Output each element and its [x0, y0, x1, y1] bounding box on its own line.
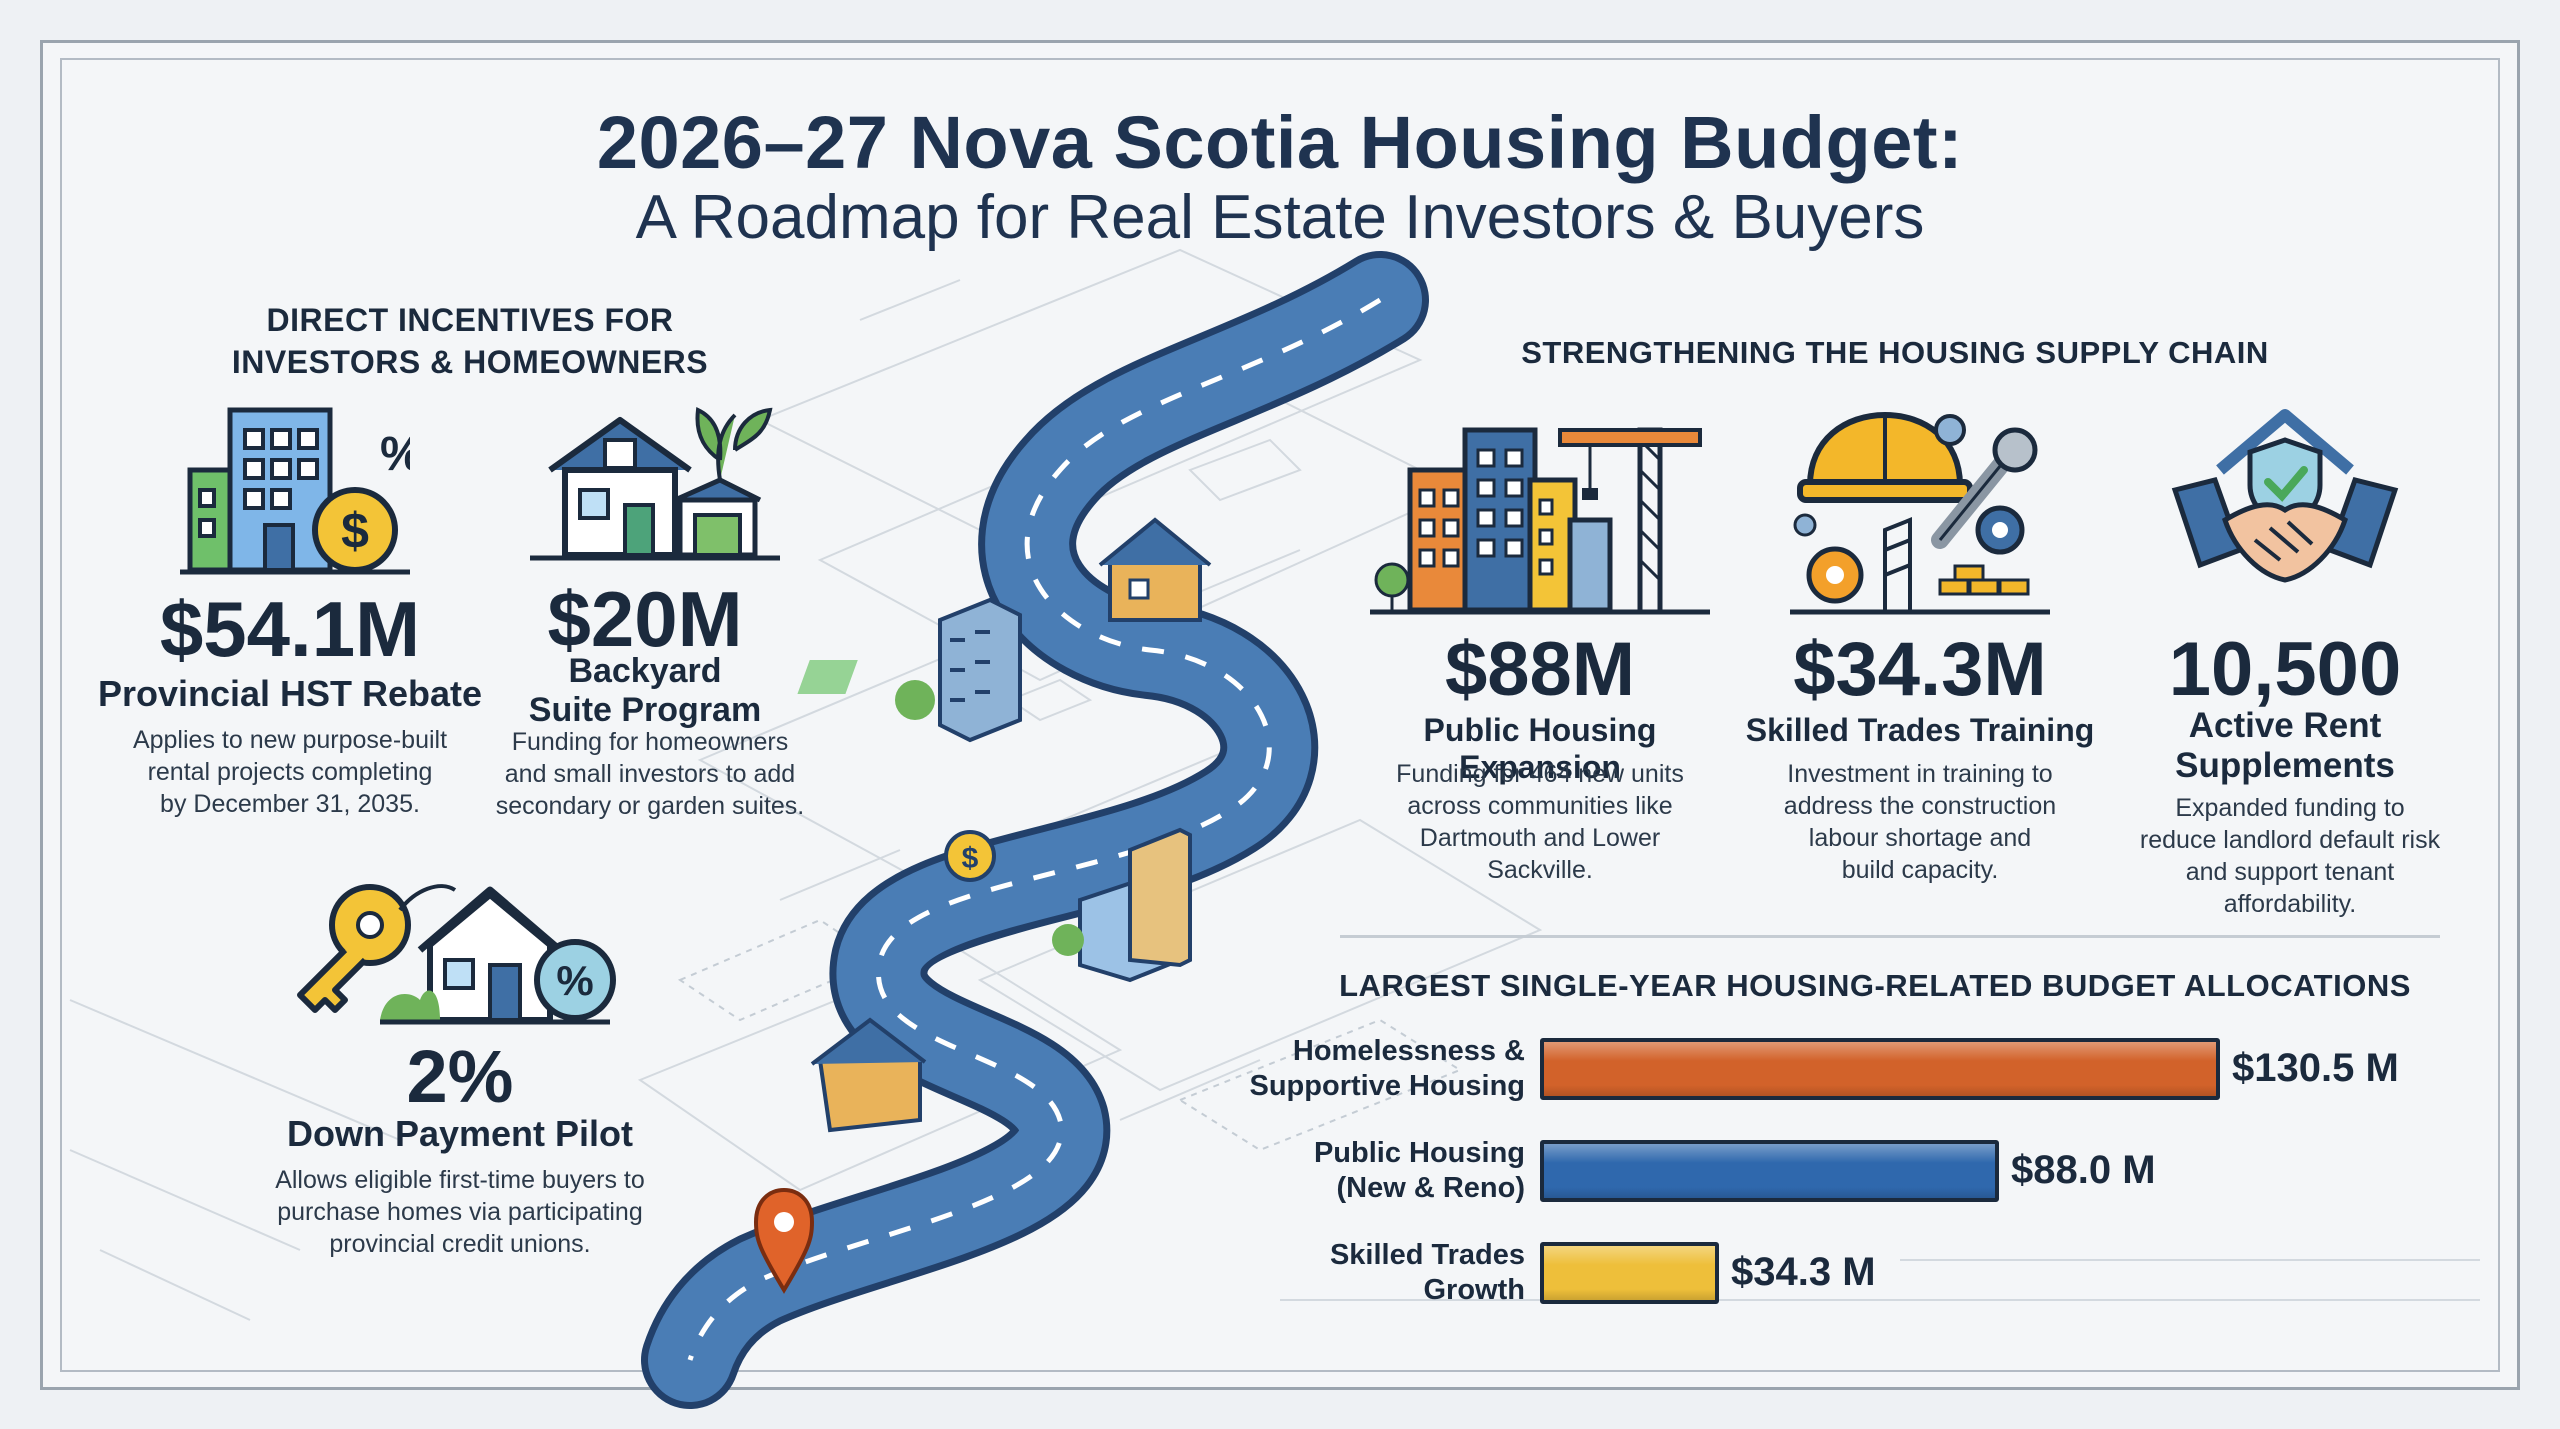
- handshake-house-shield-icon: [2171, 409, 2399, 583]
- bar-value-label: $130.5 M: [2232, 1046, 2399, 1090]
- bar-category-label: Public Housing (New & Reno): [1313, 1137, 1525, 1204]
- hst-rebate-value: $54.1M: [159, 585, 421, 673]
- hst-rebate-name: Provincial HST Rebate: [97, 673, 483, 714]
- down-payment-name: Down Payment Pilot: [286, 1113, 634, 1154]
- backyard-suite-name: Backyard Suite Program: [528, 652, 762, 730]
- right-section-heading: STRENGTHENING THE HOUSING SUPPLY CHAIN: [1521, 335, 2269, 370]
- buildings-crane-icon: [1370, 427, 1710, 615]
- inner-frame: [60, 58, 2500, 1372]
- page-title: 2026–27 Nova Scotia Housing Budget:: [596, 101, 1964, 184]
- key-house-percent-icon: %: [297, 884, 616, 1025]
- down-payment-value: 2%: [406, 1035, 514, 1118]
- chart-title: LARGEST SINGLE-YEAR HOUSING-RELATED BUDG…: [1339, 968, 2411, 1003]
- bar: [1540, 1140, 1999, 1202]
- down-payment-description: Allows eligible first-time buyers to pur…: [275, 1166, 645, 1258]
- bar: [1540, 1038, 2220, 1100]
- public-housing-description: Funding for 464 new units across communi…: [1396, 760, 1684, 884]
- location-pin-icon: [753, 1187, 815, 1294]
- svg-text:$: $: [341, 503, 369, 559]
- road-house-icon: [1098, 517, 1212, 622]
- skilled-trades-name: Skilled Trades Training: [1745, 712, 2095, 748]
- backyard-suite-value: $20M: [547, 575, 743, 663]
- public-housing-value: $88M: [1444, 627, 1636, 712]
- skilled-trades-description: Investment in training to address the co…: [1783, 760, 2057, 884]
- bar-value-label: $88.0 M: [2011, 1148, 2156, 1192]
- left-section-heading: DIRECT INCENTIVES FOR INVESTORS & HOMEOW…: [231, 302, 709, 380]
- page-subtitle: A Roadmap for Real Estate Investors & Bu…: [635, 183, 1925, 252]
- svg-text:%: %: [556, 957, 593, 1004]
- building-coin-percent-icon: $ %: [180, 407, 410, 575]
- road-small-house-icon: [810, 1017, 927, 1133]
- bar: [1540, 1242, 1719, 1304]
- rent-supplements-name: Active Rent Supplements: [2175, 706, 2395, 786]
- rent-supplements-value: 10,500: [2168, 627, 2402, 712]
- bar-category-label: Homelessness & Supportive Housing: [1249, 1035, 1526, 1102]
- public-housing-name: Public Housing Expansion: [1423, 712, 1657, 785]
- svg-text:$: $: [962, 842, 979, 875]
- section-divider: [1340, 935, 2440, 938]
- road-coin-icon: $: [944, 830, 996, 882]
- road-apartments-icon: [1052, 827, 1192, 983]
- svg-text:%: %: [380, 428, 410, 481]
- hardhat-wrench-gears-icon: [1790, 411, 2050, 615]
- bar-value-label: $34.3 M: [1731, 1250, 1876, 1294]
- rent-supplements-description: Expanded funding to reduce landlord defa…: [2139, 794, 2441, 918]
- skilled-trades-value: $34.3M: [1793, 627, 2047, 712]
- hst-rebate-description: Applies to new purpose-built rental proj…: [132, 726, 448, 818]
- bar-category-label: Skilled Trades Growth: [1329, 1239, 1525, 1306]
- house-garden-suite-icon: [530, 407, 780, 561]
- backyard-suite-description: Funding for homeowners and small investo…: [495, 728, 805, 820]
- road-building-icon: [895, 597, 1022, 743]
